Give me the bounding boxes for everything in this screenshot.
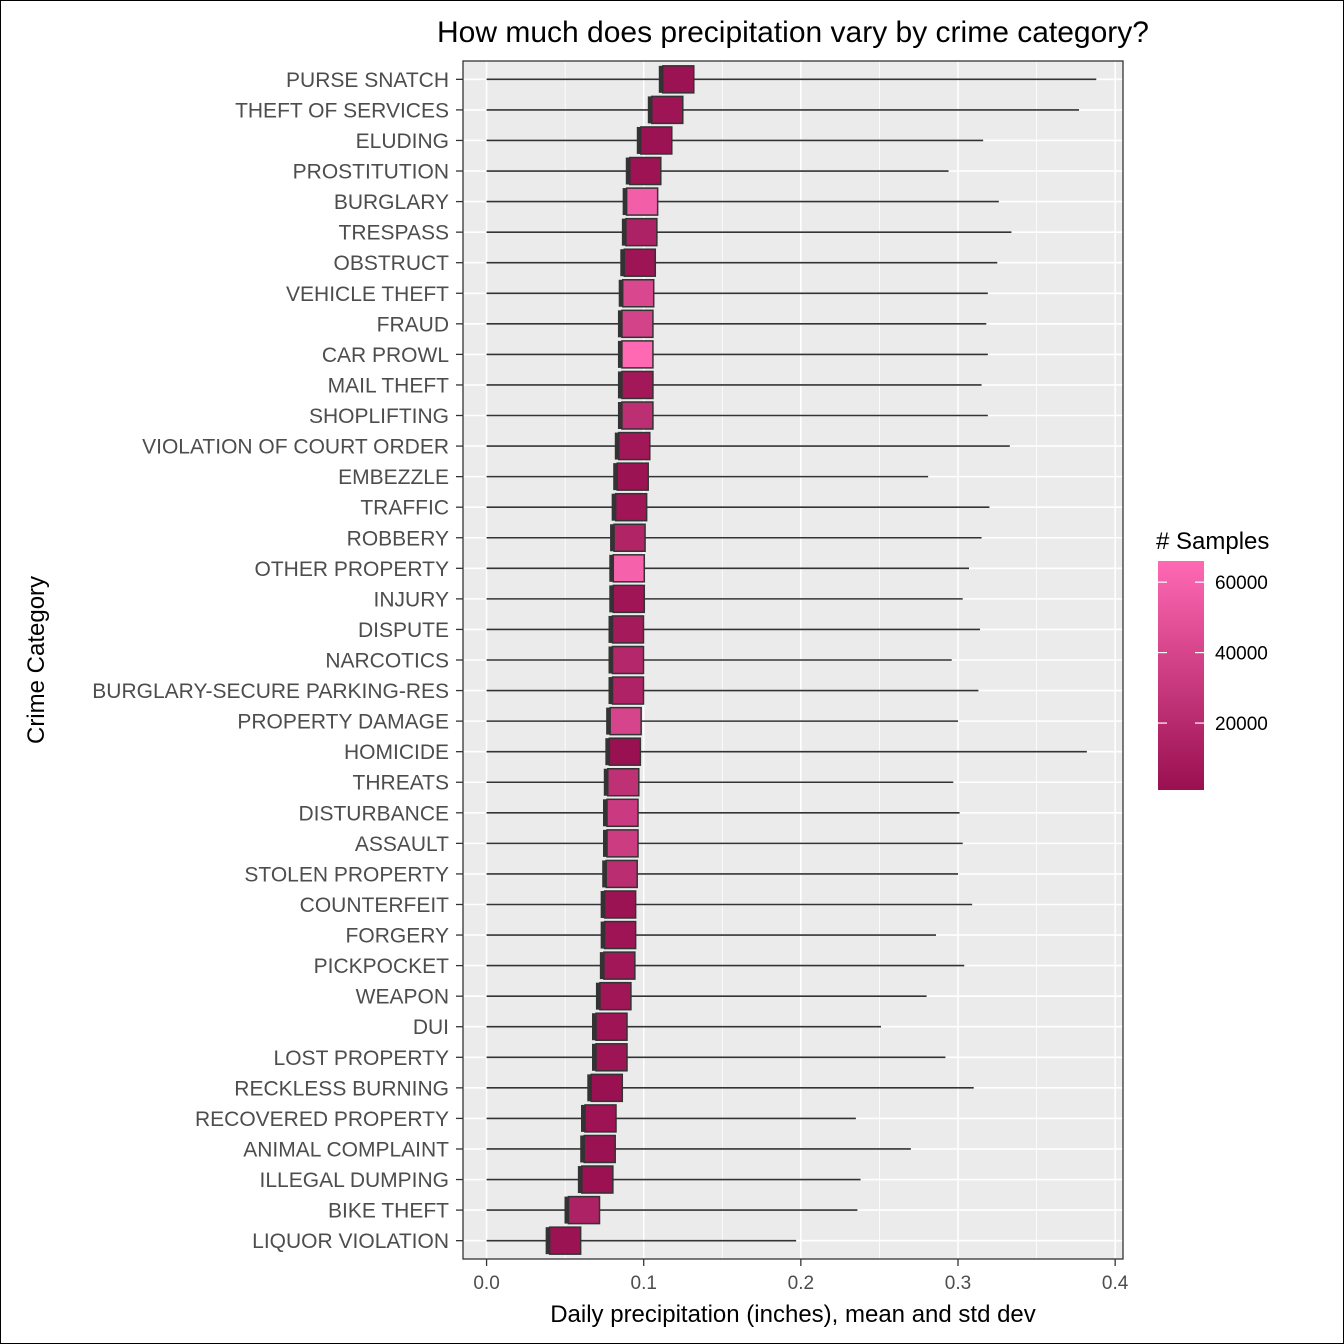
legend-title: # Samples xyxy=(1156,528,1269,555)
category-label: DUI xyxy=(413,1016,449,1039)
mean-box xyxy=(662,65,695,94)
mean-box xyxy=(608,737,642,766)
mean-box xyxy=(595,1043,628,1072)
mean-box xyxy=(640,126,673,155)
x-tick-label: 0.1 xyxy=(631,1273,657,1294)
legend-tick-label: 60000 xyxy=(1215,573,1268,594)
mean-box xyxy=(629,156,662,186)
category-label: BURGLARY-SECURE PARKING-RES xyxy=(92,680,449,703)
category-label: DISPUTE xyxy=(358,619,449,642)
category-label: THEFT OF SERVICES xyxy=(235,99,449,122)
mean-box xyxy=(609,706,642,736)
category-label: INJURY xyxy=(374,588,449,611)
category-label: ELUDING xyxy=(356,130,449,153)
mean-box xyxy=(625,217,658,247)
mean-box xyxy=(613,523,646,553)
category-label: PROSTITUTION xyxy=(293,161,449,184)
category-label: OTHER PROPERTY xyxy=(255,558,449,581)
category-label: EMBEZZLE xyxy=(338,466,449,489)
legend: # Samples 20000 40000 60000 xyxy=(1156,528,1269,790)
category-label: BIKE THEFT xyxy=(328,1200,449,1223)
mean-box xyxy=(614,492,648,522)
category-label: BURGLARY xyxy=(334,191,449,214)
mean-box xyxy=(621,370,654,400)
mean-box xyxy=(603,951,636,980)
mean-box xyxy=(595,1012,628,1041)
category-label: LIQUOR VIOLATION xyxy=(252,1230,449,1253)
category-label: CAR PROWL xyxy=(322,344,449,367)
category-label: LOST PROPERTY xyxy=(274,1047,449,1070)
mean-box xyxy=(618,431,651,461)
mean-box xyxy=(611,615,645,644)
category-label: HOMICIDE xyxy=(344,741,449,764)
mean-box xyxy=(621,309,654,339)
category-label: MAIL THEFT xyxy=(328,374,450,397)
category-label: PROPERTY DAMAGE xyxy=(237,711,449,734)
mean-box xyxy=(548,1226,582,1255)
category-label: FRAUD xyxy=(377,313,449,336)
chart-title: How much does precipitation vary by crim… xyxy=(437,16,1149,49)
category-label: TRAFFIC xyxy=(360,497,449,520)
category-label: VIOLATION OF COURT ORDER xyxy=(142,436,449,459)
y-axis-title: Crime Category xyxy=(23,576,50,744)
category-label: NARCOTICS xyxy=(325,650,449,673)
mean-box xyxy=(621,279,655,308)
mean-box xyxy=(599,981,632,1011)
category-label: RECOVERED PROPERTY xyxy=(195,1108,449,1131)
mean-box xyxy=(606,829,639,858)
category-label: FORGERY xyxy=(346,925,449,948)
mean-box xyxy=(584,1104,617,1133)
legend-ticks: 20000 40000 60000 xyxy=(1158,573,1268,735)
category-label: SHOPLIFTING xyxy=(309,405,449,428)
x-tick-label: 0.3 xyxy=(945,1273,971,1294)
category-label: THREATS xyxy=(353,772,449,795)
legend-tick-label: 40000 xyxy=(1215,644,1268,665)
x-tick-label: 0.4 xyxy=(1102,1273,1129,1294)
mean-box xyxy=(581,1165,614,1194)
mean-box xyxy=(590,1073,624,1103)
category-label: WEAPON xyxy=(356,986,449,1009)
category-label: TRESPASS xyxy=(339,222,449,245)
x-tick-label: 0.0 xyxy=(473,1273,499,1294)
mean-box xyxy=(583,1134,616,1164)
mean-box xyxy=(605,859,638,889)
category-label: COUNTERFEIT xyxy=(300,894,450,917)
category-label: DISTURBANCE xyxy=(298,802,449,825)
mean-box xyxy=(625,187,659,216)
legend-tick-label: 20000 xyxy=(1215,714,1268,735)
category-label: ROBBERY xyxy=(347,527,449,550)
category-labels: PURSE SNATCH THEFT OF SERVICES ELUDING PROS… xyxy=(92,69,463,1253)
category-label: ILLEGAL DUMPING xyxy=(260,1169,449,1192)
category-label: ASSAULT xyxy=(355,833,449,856)
data-marks xyxy=(486,65,1097,1255)
category-label: PURSE SNATCH xyxy=(286,69,449,92)
category-label: VEHICLE THEFT xyxy=(286,283,449,306)
mean-box xyxy=(607,767,640,797)
mean-box xyxy=(603,920,637,950)
category-label: OBSTRUCT xyxy=(334,252,450,275)
category-label: ANIMAL COMPLAINT xyxy=(243,1138,449,1161)
mean-box xyxy=(612,554,646,583)
category-label: STOLEN PROPERTY xyxy=(244,863,449,886)
mean-box xyxy=(603,890,637,919)
mean-box xyxy=(612,584,646,614)
mean-box xyxy=(567,1195,601,1225)
x-axis-ticks: 0.0 0.1 0.2 0.3 0.4 xyxy=(473,1259,1129,1294)
category-label: RECKLESS BURNING xyxy=(234,1077,449,1100)
mean-box xyxy=(621,340,654,369)
legend-colorbar xyxy=(1158,561,1204,790)
x-axis-title: Daily precipitation (inches), mean and s… xyxy=(550,1301,1036,1328)
mean-box xyxy=(621,401,654,430)
mean-box xyxy=(623,248,657,277)
mean-box xyxy=(616,462,649,491)
x-tick-label: 0.2 xyxy=(788,1273,814,1294)
mean-box xyxy=(651,95,684,125)
mean-box xyxy=(611,676,645,705)
mean-box xyxy=(606,798,639,828)
mean-box xyxy=(611,645,645,675)
category-label: PICKPOCKET xyxy=(314,955,450,978)
